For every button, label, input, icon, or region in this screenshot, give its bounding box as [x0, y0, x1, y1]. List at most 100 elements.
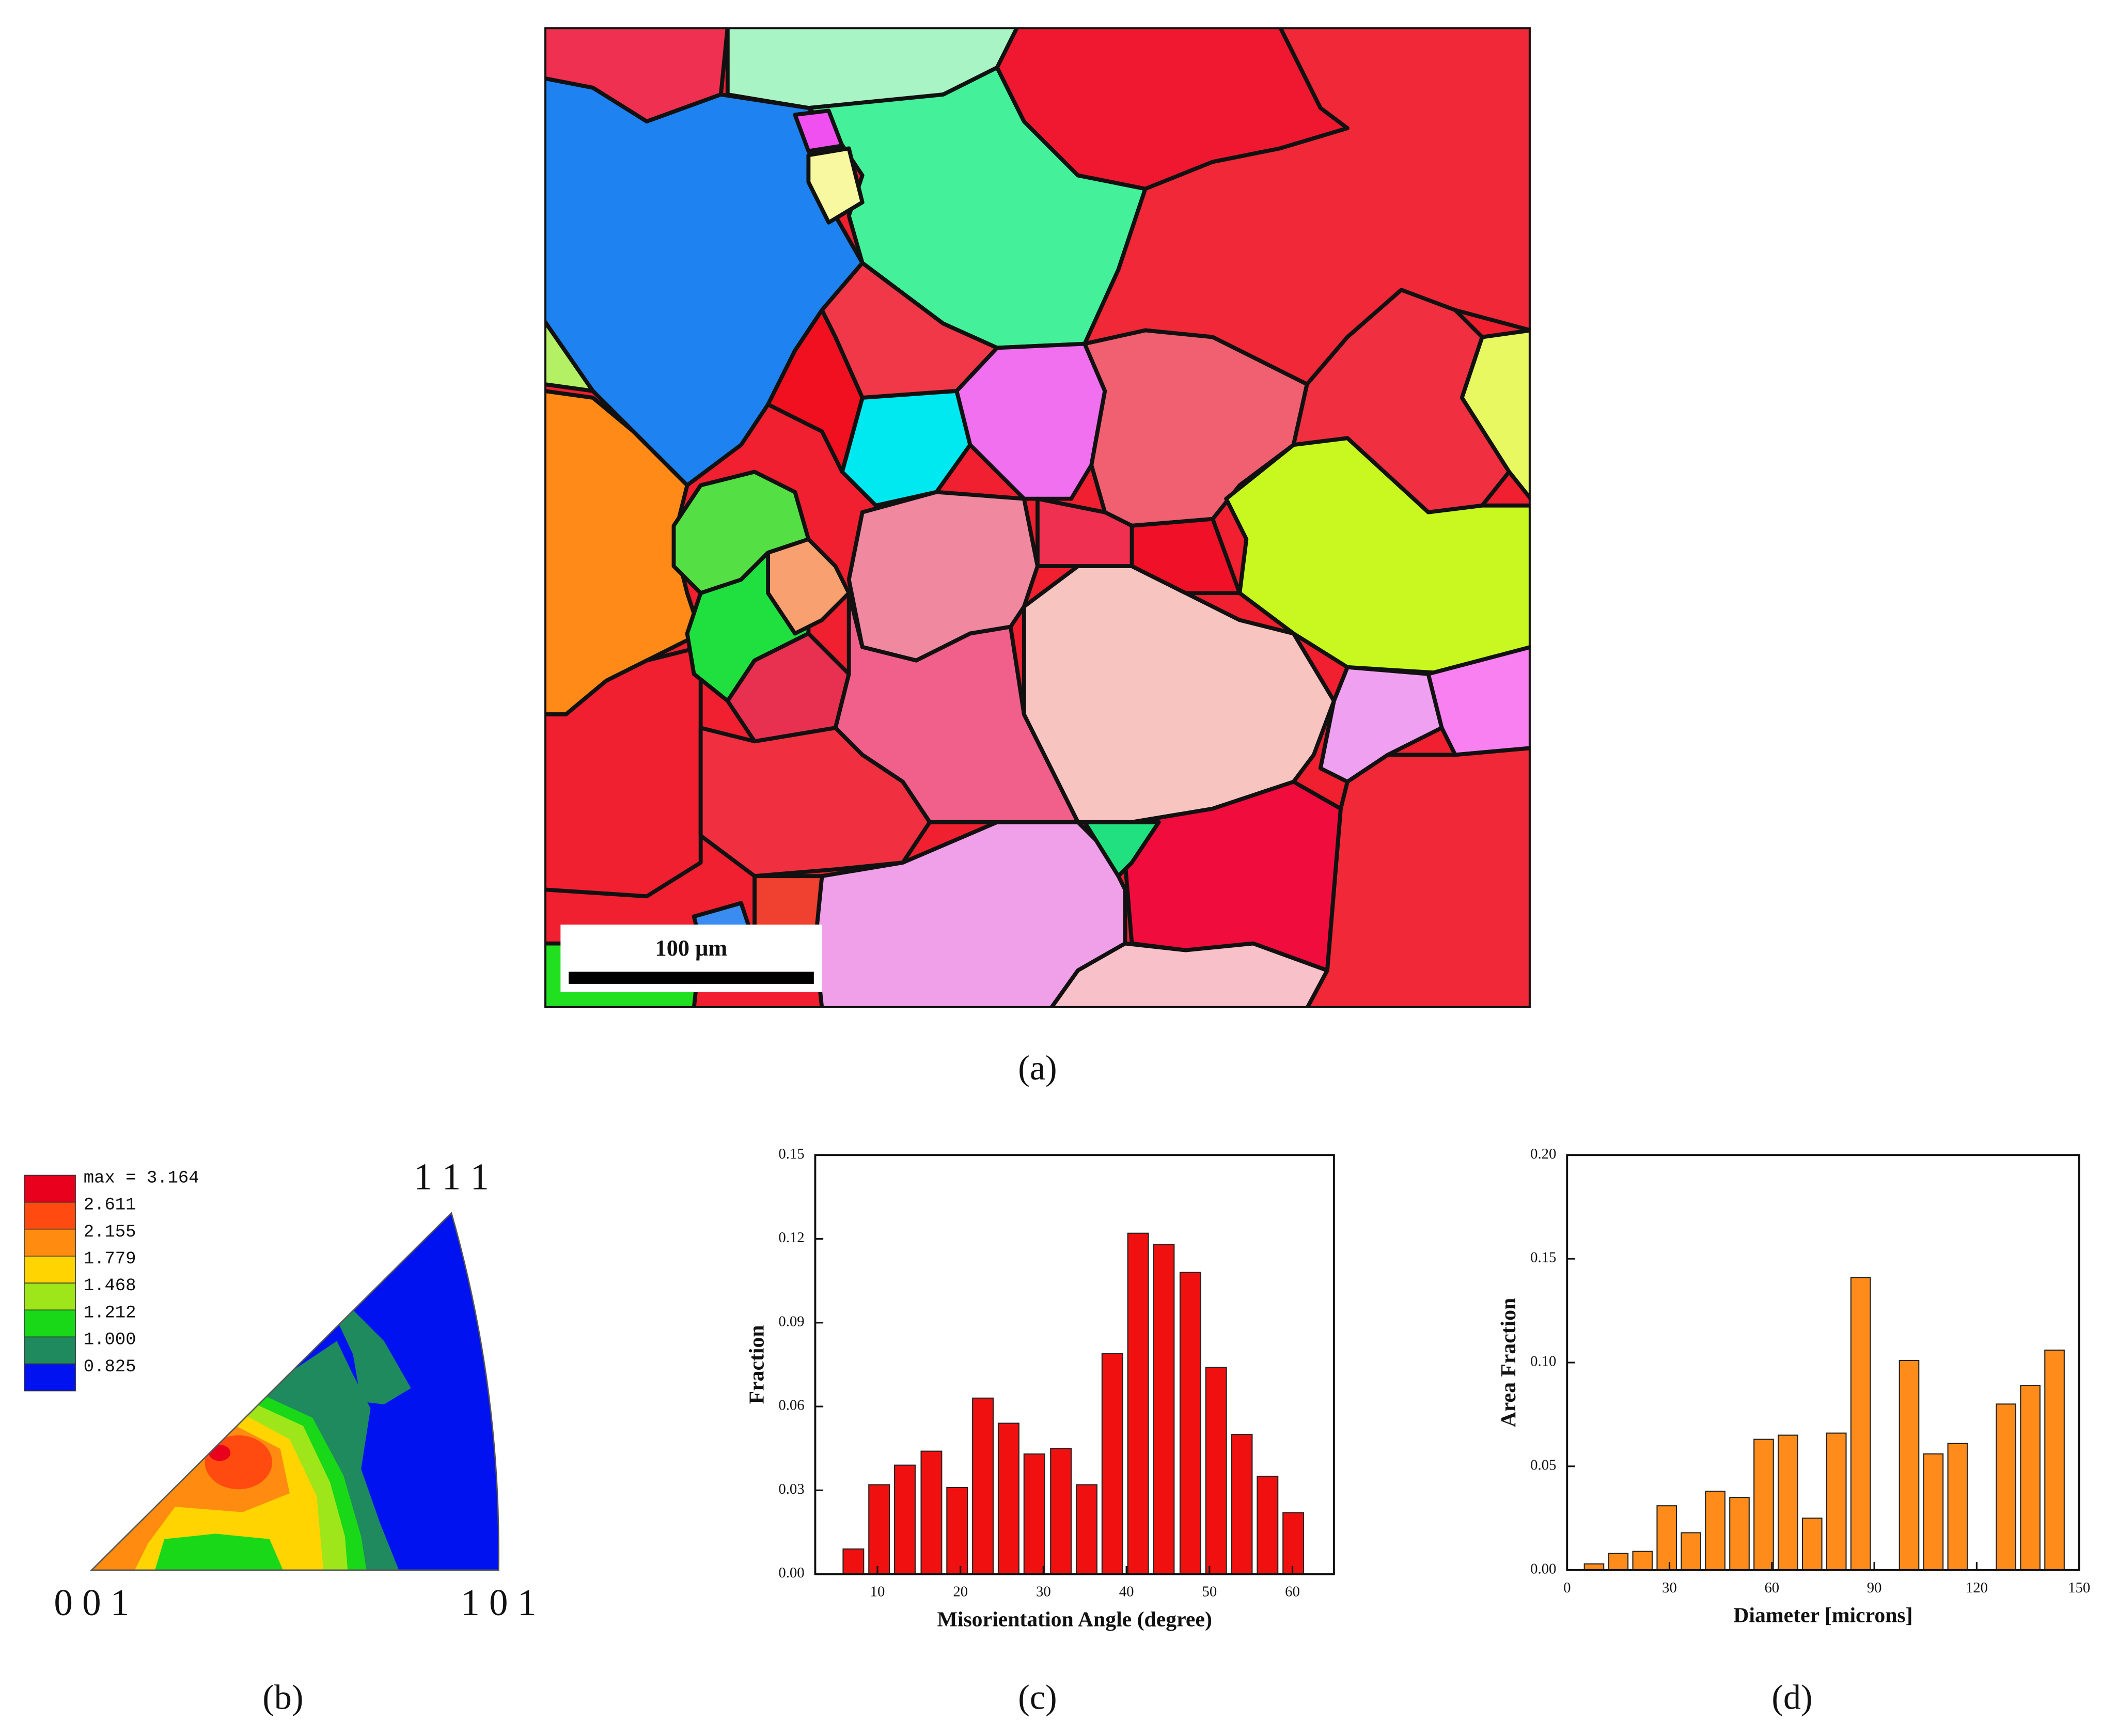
grain: [1035, 496, 1134, 569]
bar: [1282, 1512, 1305, 1575]
y-tick-label: 0.12: [778, 1229, 804, 1246]
legend-swatch: [24, 1283, 76, 1311]
x-tick-label: 10: [870, 1584, 885, 1600]
x-tick-label: 20: [953, 1584, 968, 1600]
ipf-contours: [91, 1213, 499, 1570]
y-tick-label: 0.15: [778, 1146, 804, 1162]
bar: [1923, 1453, 1944, 1571]
legend-label: max = 3.164: [84, 1169, 199, 1188]
x-tick-label: 50: [1202, 1584, 1217, 1600]
grain: [1083, 820, 1161, 879]
legend-label: 0.825: [84, 1357, 136, 1377]
ebsd-map: [544, 27, 1531, 1008]
grain: [766, 308, 865, 474]
grain: [725, 631, 851, 744]
grain: [793, 108, 844, 153]
legend-label: 1.000: [84, 1331, 136, 1350]
bar: [894, 1464, 916, 1575]
bar: [1801, 1518, 1823, 1571]
grain: [806, 146, 865, 225]
plot-frame: [814, 1154, 1335, 1575]
legend-label: 1.468: [84, 1276, 136, 1296]
x-tick-label: 0: [1563, 1579, 1571, 1596]
bar: [1656, 1505, 1677, 1571]
y-tick-label: 0.03: [778, 1481, 804, 1497]
bar: [1205, 1367, 1227, 1575]
bar: [1050, 1448, 1072, 1575]
bar: [1231, 1434, 1253, 1575]
bar: [1778, 1434, 1798, 1571]
x-tick-label: 60: [1764, 1579, 1779, 1596]
legend-label: 2.611: [84, 1196, 136, 1215]
bar: [2020, 1385, 2041, 1571]
x-tick-label: 60: [1285, 1584, 1300, 1600]
y-tick-label: 0.20: [1530, 1146, 1556, 1162]
bar: [2044, 1349, 2065, 1571]
legend-label: 1.212: [84, 1303, 136, 1323]
y-axis-label: Area Fraction: [1497, 1298, 1520, 1428]
y-tick-label: 0.06: [778, 1397, 804, 1414]
bar: [1101, 1353, 1123, 1575]
bar: [1257, 1476, 1279, 1575]
scale-bar-label: 100 μm: [655, 935, 728, 961]
legend-label: 1.779: [84, 1249, 136, 1269]
grain: [1318, 665, 1444, 784]
bar: [842, 1548, 865, 1575]
ipf-outline: [90, 1211, 499, 1571]
x-tick-label: 120: [1966, 1579, 1988, 1596]
contour: [334, 1310, 411, 1404]
bar: [1753, 1438, 1774, 1571]
panel-label: (c): [1018, 1678, 1057, 1716]
bar: [1153, 1244, 1175, 1575]
panel-label: (b): [262, 1678, 303, 1716]
pole-label: 0 0 1: [54, 1582, 129, 1623]
x-tick-label: 150: [2068, 1579, 2090, 1596]
bar: [1179, 1272, 1201, 1575]
grain: [1460, 328, 1531, 501]
pole-label: 1 1 1: [414, 1156, 489, 1198]
bar: [1705, 1491, 1725, 1571]
x-axis-label: Misorientation Angle (degree): [937, 1607, 1212, 1631]
x-axis-label: Diameter [microns]: [1733, 1604, 1912, 1628]
grain: [544, 319, 595, 393]
legend-swatch: [24, 1309, 76, 1338]
legend-swatch: [24, 1336, 76, 1365]
panel-label: (a): [1018, 1049, 1057, 1087]
y-tick-label: 0.00: [778, 1565, 804, 1581]
x-tick-label: 30: [1662, 1579, 1677, 1596]
grain: [813, 820, 1127, 1008]
bar: [1075, 1484, 1097, 1575]
bar: [1947, 1443, 1968, 1571]
bar: [1729, 1497, 1750, 1571]
grain: [766, 537, 851, 636]
bar: [868, 1484, 890, 1575]
legend-swatch: [24, 1228, 76, 1257]
bar: [1850, 1277, 1871, 1571]
bar: [1127, 1232, 1149, 1575]
grain: [1049, 941, 1329, 1008]
bar: [920, 1450, 943, 1575]
ipf-legend: max = 3.164 2.611 2.155 1.779 1.468 1.212 1.00…: [24, 1169, 199, 1391]
pole-label: 1 0 1: [461, 1582, 536, 1623]
x-tick-label: 90: [1867, 1579, 1882, 1596]
panel-label: (d): [1771, 1678, 1812, 1716]
y-tick-label: 0.15: [1530, 1249, 1556, 1266]
bar: [1899, 1359, 1920, 1571]
y-tick-label: 0.09: [778, 1313, 804, 1330]
legend-swatch: [24, 1175, 76, 1203]
bar: [946, 1487, 968, 1575]
bar: [972, 1397, 994, 1575]
y-axis-label: Fraction: [745, 1325, 768, 1404]
legend-swatch: [24, 1363, 76, 1391]
y-tick-label: 0.10: [1530, 1353, 1556, 1370]
bar: [1608, 1553, 1629, 1571]
bar: [1681, 1532, 1701, 1571]
legend-swatch: [24, 1201, 76, 1230]
x-tick-label: 40: [1119, 1584, 1134, 1600]
y-tick-label: 0.00: [1530, 1560, 1556, 1577]
x-tick-label: 30: [1036, 1584, 1051, 1600]
bar: [1996, 1403, 2017, 1571]
legend-swatch: [24, 1256, 76, 1284]
y-tick-label: 0.05: [1530, 1457, 1556, 1473]
